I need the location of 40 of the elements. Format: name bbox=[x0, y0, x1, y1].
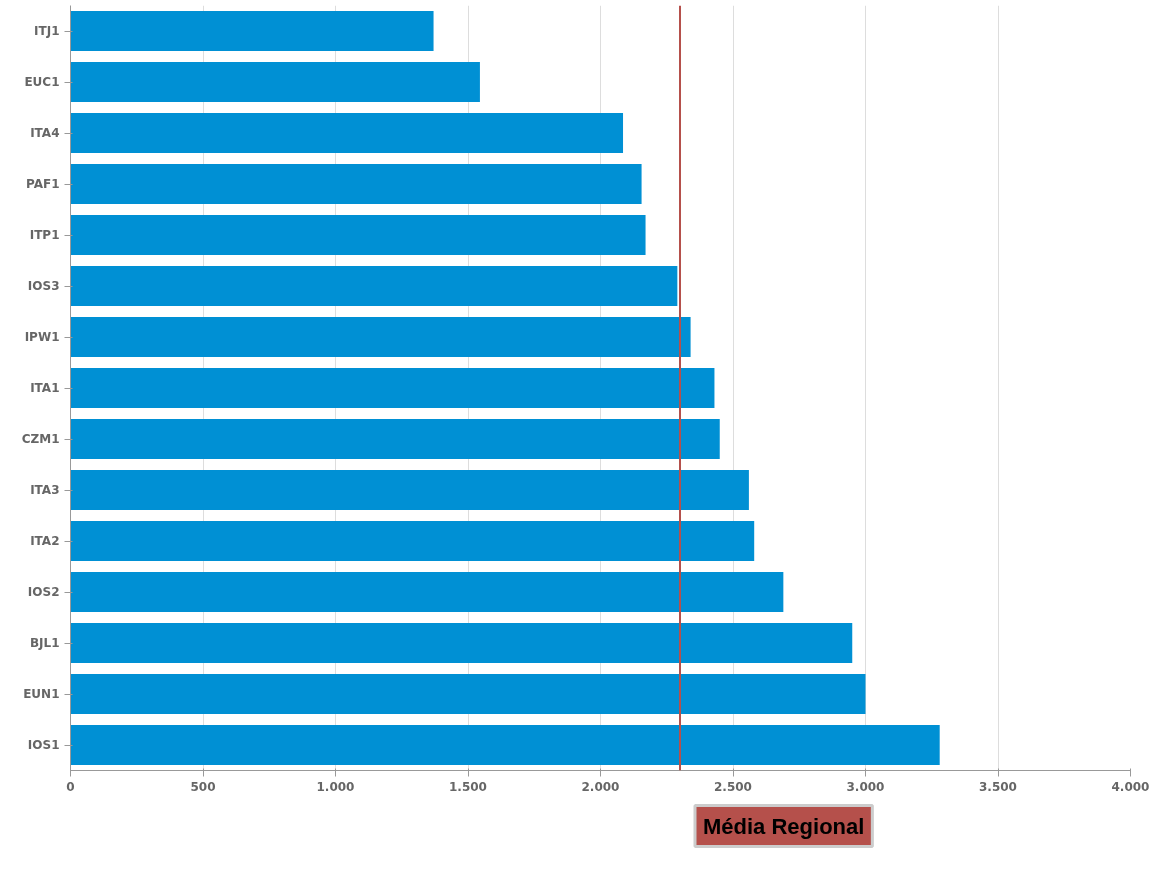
bar bbox=[70, 521, 755, 561]
y-tick-label: IOS2 bbox=[27, 585, 60, 599]
y-tick-label: PAF1 bbox=[25, 177, 60, 191]
bar bbox=[70, 725, 940, 765]
bar bbox=[70, 113, 624, 153]
y-tick-label: EUN1 bbox=[23, 687, 60, 701]
y-tick-label: ITA1 bbox=[30, 381, 60, 395]
x-tick-label: 0 bbox=[66, 779, 75, 794]
bar bbox=[70, 164, 642, 204]
x-tick-label: 3.500 bbox=[979, 779, 1017, 794]
bar bbox=[70, 368, 715, 408]
bar bbox=[70, 572, 784, 612]
x-tick-label: 2.000 bbox=[581, 779, 620, 794]
y-tick-label: ITA4 bbox=[30, 126, 60, 140]
y-tick-label: IOS1 bbox=[27, 738, 60, 752]
y-tick-label: EUC1 bbox=[24, 75, 60, 89]
y-tick-label: ITJ1 bbox=[34, 24, 60, 38]
bar bbox=[70, 674, 866, 714]
bar bbox=[70, 317, 691, 357]
bar bbox=[70, 266, 678, 306]
bar bbox=[70, 215, 646, 255]
y-tick-label: ITP1 bbox=[29, 228, 60, 242]
x-tick-label: 4.000 bbox=[1111, 779, 1150, 794]
bar bbox=[70, 623, 853, 663]
bar bbox=[70, 419, 720, 459]
y-tick-label: IPW1 bbox=[24, 330, 60, 344]
bar bbox=[70, 62, 480, 102]
bar bbox=[70, 470, 749, 510]
x-tick-label: 1.500 bbox=[449, 779, 487, 794]
y-tick-label: CZM1 bbox=[21, 432, 60, 446]
y-tick-label: ITA2 bbox=[30, 534, 60, 548]
y-tick-label: ITA3 bbox=[30, 483, 60, 497]
x-tick-label: 2.500 bbox=[714, 779, 752, 794]
x-tick-label: 1.000 bbox=[316, 779, 355, 794]
x-tick-label: 500 bbox=[190, 779, 216, 794]
ref-line-label: Média Regional bbox=[703, 813, 865, 839]
y-tick-label: BJL1 bbox=[29, 636, 60, 650]
bar bbox=[70, 11, 434, 51]
x-tick-label: 3.000 bbox=[846, 779, 885, 794]
y-tick-label: IOS3 bbox=[27, 279, 60, 293]
